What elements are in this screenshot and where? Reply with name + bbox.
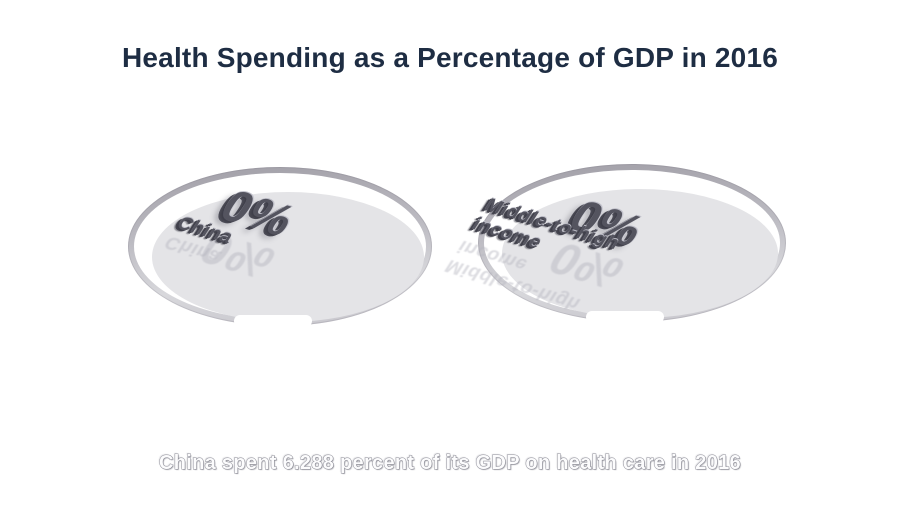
gauge-disc — [152, 192, 424, 322]
gauge-china: 0% China 0% China — [128, 167, 432, 327]
gauge-disc — [502, 189, 778, 318]
gauge-ring-gap — [234, 315, 312, 327]
chart-title: Health Spending as a Percentage of GDP i… — [121, 42, 778, 73]
gauge-ring-gap — [586, 311, 664, 323]
gauge-middle-to-high-income: 0% Middle-to-high income 0% Middle-to-hi… — [441, 164, 786, 323]
caption-text: China spent 6.288 percent of its GDP on … — [159, 452, 742, 475]
